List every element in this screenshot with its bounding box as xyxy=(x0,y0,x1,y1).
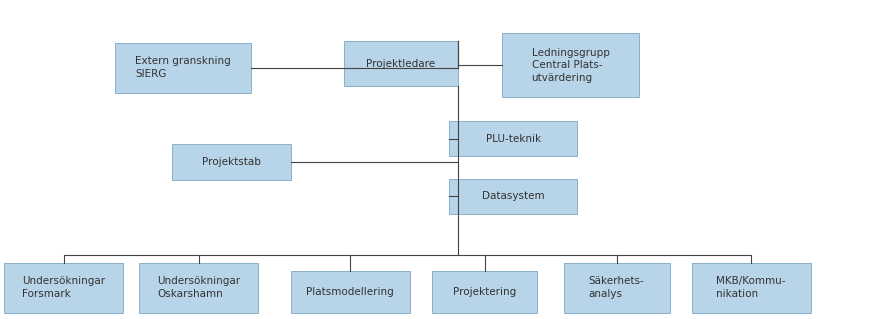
Text: Extern granskning
SIERG: Extern granskning SIERG xyxy=(135,56,231,79)
FancyBboxPatch shape xyxy=(449,179,577,214)
Text: Projektering: Projektering xyxy=(453,287,516,297)
FancyBboxPatch shape xyxy=(115,43,251,93)
Text: PLU-teknik: PLU-teknik xyxy=(485,134,541,144)
Text: Ledningsgrupp
Central Plats-
utvärdering: Ledningsgrupp Central Plats- utvärdering xyxy=(531,48,610,83)
FancyBboxPatch shape xyxy=(344,41,458,86)
FancyBboxPatch shape xyxy=(564,263,670,313)
FancyBboxPatch shape xyxy=(449,121,577,156)
FancyBboxPatch shape xyxy=(502,33,639,97)
Text: Undersökningar
Forsmark: Undersökningar Forsmark xyxy=(22,277,106,299)
FancyBboxPatch shape xyxy=(692,263,811,313)
Text: Datasystem: Datasystem xyxy=(482,191,544,201)
Text: Platsmodellering: Platsmodellering xyxy=(307,287,394,297)
FancyBboxPatch shape xyxy=(432,271,537,313)
FancyBboxPatch shape xyxy=(4,263,123,313)
Text: Projektstab: Projektstab xyxy=(202,157,261,167)
Text: Säkerhets-
analys: Säkerhets- analys xyxy=(589,277,645,299)
FancyBboxPatch shape xyxy=(139,263,258,313)
FancyBboxPatch shape xyxy=(291,271,410,313)
FancyBboxPatch shape xyxy=(172,144,291,180)
Text: Undersökningar
Oskarshamn: Undersökningar Oskarshamn xyxy=(157,277,241,299)
Text: MKB/Kommu-
nikation: MKB/Kommu- nikation xyxy=(716,277,786,299)
Text: Projektledare: Projektledare xyxy=(366,59,435,69)
